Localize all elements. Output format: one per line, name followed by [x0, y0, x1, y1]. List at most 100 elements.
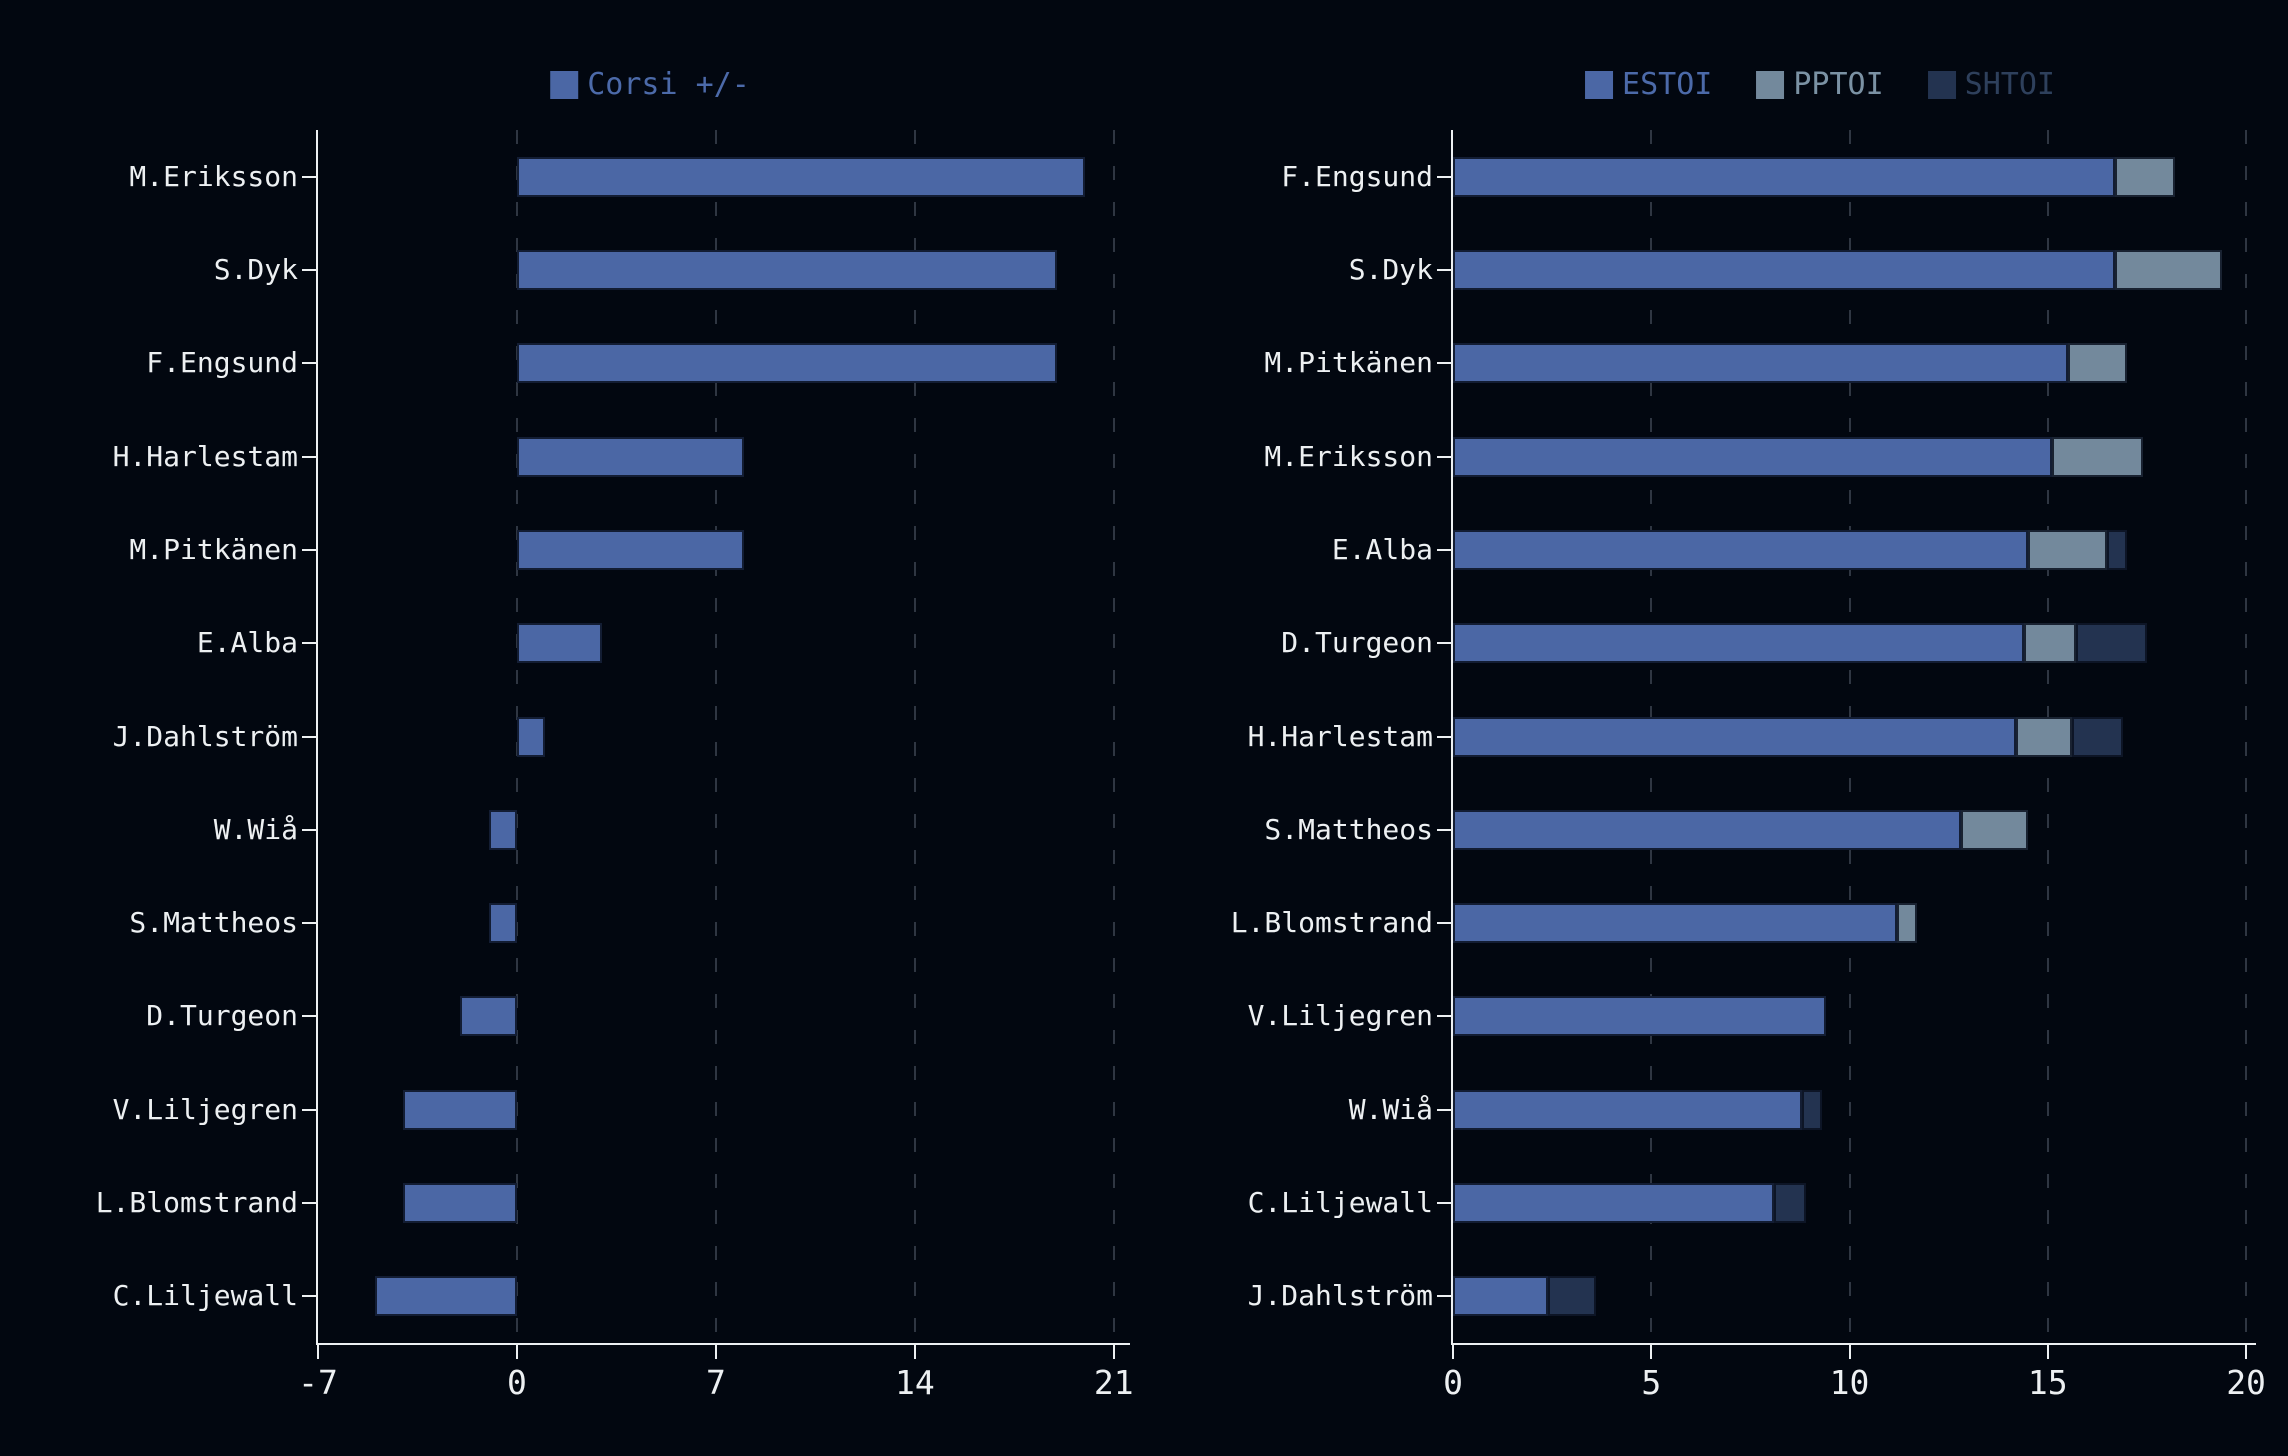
y-tick-mark: [1437, 1108, 1451, 1111]
bar-segment-pptoi: [2027, 529, 2108, 570]
x-tick-mark: [1650, 1343, 1653, 1359]
legend-item-shtoi: SHTOI: [1927, 67, 2055, 102]
legend-label: ESTOI: [1622, 67, 1713, 102]
x-gridline-20: [2245, 130, 2248, 1343]
y-tick-mark: [302, 922, 316, 925]
bar-corsi: [488, 809, 517, 850]
x-tick-label: 21: [1093, 1363, 1134, 1402]
player-label: S.Dyk: [213, 252, 298, 286]
player-label: S.Mattheos: [129, 906, 298, 940]
x-tick-label: 10: [1829, 1363, 1870, 1402]
player-label: F.Engsund: [146, 346, 298, 380]
bar-segment-estoi: [1453, 809, 1961, 850]
legend-swatch-icon: [1927, 71, 1956, 99]
legend-swatch-icon: [1585, 71, 1614, 99]
player-label: L.Blomstrand: [1230, 906, 1433, 940]
player-label: C.Liljewall: [1247, 1186, 1433, 1220]
corsi-legend: Corsi +/-: [550, 68, 750, 102]
x-tick-mark: [1452, 1343, 1454, 1359]
bar-corsi: [516, 716, 546, 757]
x-tick-label: 0: [507, 1363, 527, 1402]
x-tick-mark: [317, 1343, 319, 1359]
x-tick-label: -7: [298, 1363, 338, 1402]
bar-segment-shtoi: [1801, 1089, 1822, 1130]
toi-chart-plot: 0 5 10 15 20 F.Engsund S.Dyk M.Pitkänen M.Erikss…: [1231, 130, 2266, 1401]
y-tick-mark: [302, 642, 316, 645]
bar-corsi: [516, 436, 745, 477]
bar-segment-pptoi: [2024, 623, 2076, 664]
bar-segment-estoi: [1453, 249, 2116, 290]
bar-segment-estoi: [1453, 1089, 1802, 1130]
corsi-chart-plot: -7 0 7 14 21 M.Eriksson S.Dyk F.Engsund H.Harles…: [96, 130, 1134, 1401]
player-label: J.Dahlström: [112, 719, 298, 753]
x-tick-mark: [1848, 1343, 1851, 1359]
player-label: M.Eriksson: [129, 159, 298, 193]
player-label: S.Dyk: [1348, 252, 1433, 286]
y-tick-mark: [302, 1295, 316, 1298]
bar-segment-estoi: [1453, 156, 2116, 197]
y-tick-mark: [1437, 735, 1451, 738]
player-label: E.Alba: [1331, 532, 1433, 566]
player-label: V.Liljegren: [112, 1092, 298, 1126]
bar-corsi: [516, 343, 1057, 384]
x-tick-mark: [714, 1343, 717, 1359]
y-tick-mark: [302, 1202, 316, 1205]
y-tick-mark: [1437, 1202, 1451, 1205]
player-label: D.Turgeon: [146, 999, 298, 1033]
y-tick-mark: [302, 828, 316, 831]
player-label: W.Wiå: [1348, 1092, 1433, 1126]
bar-corsi: [403, 1089, 517, 1130]
x-tick-label: 0: [1443, 1363, 1463, 1402]
y-tick-mark: [302, 175, 316, 178]
x-gridline-21: [1112, 130, 1115, 1343]
bar-corsi: [460, 996, 517, 1037]
legend-label: SHTOI: [1964, 67, 2055, 102]
bar-corsi: [516, 156, 1086, 197]
y-tick-mark: [302, 1015, 316, 1018]
y-tick-mark: [302, 455, 316, 458]
bar-segment-estoi: [1453, 529, 2028, 570]
bar-segment-pptoi: [1897, 903, 1917, 944]
x-tick-label: 15: [2027, 1363, 2068, 1402]
bar-segment-estoi: [1453, 1276, 1549, 1317]
player-label: H.Harlestam: [112, 439, 298, 473]
bar-segment-shtoi: [1548, 1276, 1596, 1317]
toi-legend: ESTOI PPTOI SHTOI: [1585, 68, 2055, 102]
x-tick-mark: [1112, 1343, 1115, 1359]
bar-corsi: [488, 903, 517, 944]
x-gridline-7: [714, 130, 717, 1343]
x-axis-spine: [1451, 1343, 2256, 1345]
y-tick-mark: [302, 362, 316, 365]
y-tick-mark: [302, 735, 316, 738]
y-tick-mark: [1437, 1295, 1451, 1298]
bar-segment-shtoi: [1774, 1183, 1806, 1224]
x-tick-label: 5: [1641, 1363, 1662, 1402]
player-label: H.Harlestam: [1247, 719, 1433, 753]
y-axis-spine: [316, 130, 318, 1343]
y-tick-mark: [1437, 642, 1451, 645]
player-label: E.Alba: [196, 626, 298, 660]
legend-item-corsi-: Corsi +/-: [550, 68, 750, 102]
y-tick-mark: [1437, 268, 1451, 271]
player-label: W.Wiå: [213, 812, 298, 846]
y-tick-mark: [1437, 455, 1451, 458]
bar-segment-estoi: [1453, 343, 2068, 384]
legend-item-estoi: ESTOI: [1585, 68, 1712, 102]
player-label: M.Pitkänen: [129, 532, 298, 566]
player-label: D.Turgeon: [1281, 626, 1433, 660]
x-tick-label: 14: [894, 1363, 935, 1402]
bar-segment-estoi: [1453, 716, 2017, 757]
x-tick-mark: [2245, 1343, 2248, 1359]
player-label: M.Eriksson: [1264, 439, 1433, 473]
y-axis-spine: [1451, 130, 1453, 1343]
bar-segment-estoi: [1453, 623, 2024, 664]
bar-segment-estoi: [1453, 436, 2052, 477]
y-tick-mark: [1437, 548, 1451, 551]
bar-corsi: [516, 623, 603, 664]
x-tick-mark: [515, 1343, 518, 1359]
bar-segment-estoi: [1453, 996, 1826, 1037]
x-tick-mark: [913, 1343, 916, 1359]
x-tick-mark: [2046, 1343, 2049, 1359]
bar-corsi: [516, 249, 1057, 290]
